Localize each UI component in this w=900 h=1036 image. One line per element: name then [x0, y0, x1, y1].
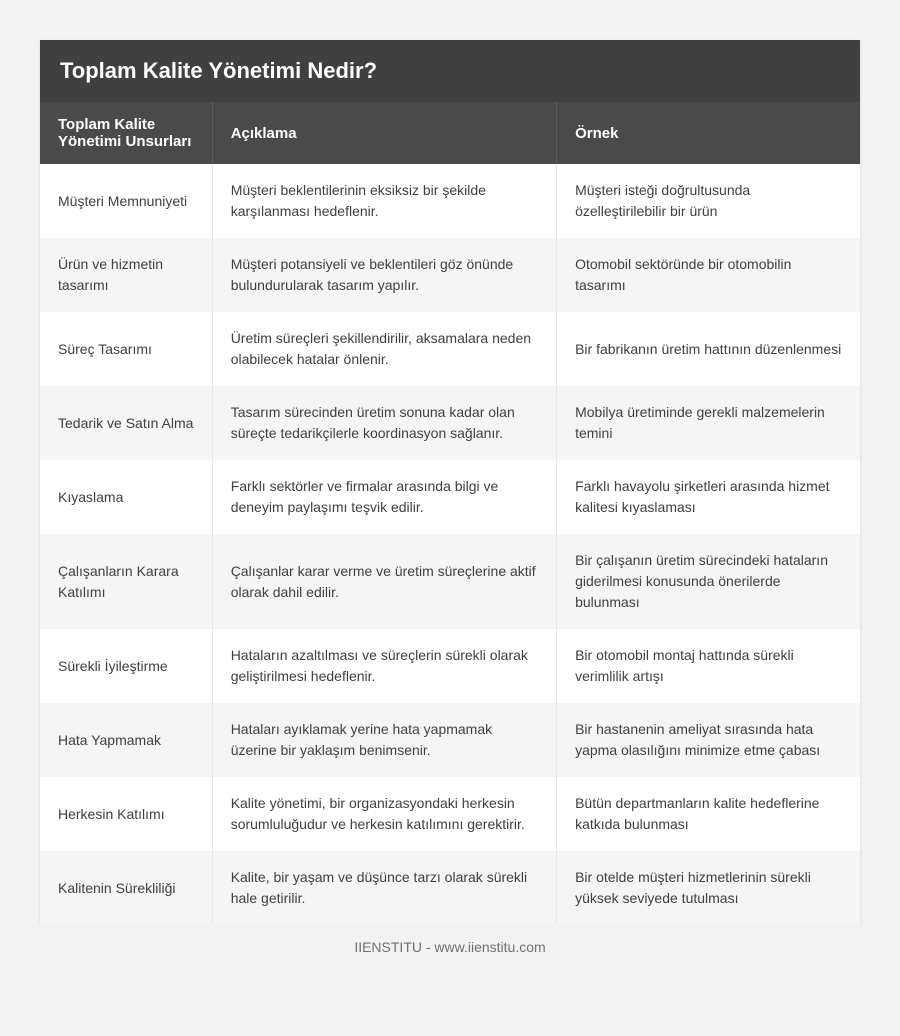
- data-table: Toplam Kalite Yönetimi Unsurları Açıklam…: [40, 102, 860, 925]
- cell-description: Farklı sektörler ve firmalar arasında bi…: [212, 460, 556, 534]
- cell-element: Müşteri Memnuniyeti: [40, 164, 212, 238]
- column-header-example: Örnek: [557, 102, 860, 164]
- cell-element: Kalitenin Sürekliliği: [40, 851, 212, 925]
- cell-element: Ürün ve hizmetin tasarımı: [40, 238, 212, 312]
- cell-description: Hataların azaltılması ve süreçlerin süre…: [212, 629, 556, 703]
- cell-description: Kalite yönetimi, bir organizasyondaki he…: [212, 777, 556, 851]
- cell-description: Hataları ayıklamak yerine hata yapmamak …: [212, 703, 556, 777]
- cell-element: Çalışanların Karara Katılımı: [40, 534, 212, 629]
- cell-description: Çalışanlar karar verme ve üretim süreçle…: [212, 534, 556, 629]
- cell-description: Müşteri potansiyeli ve beklentileri göz …: [212, 238, 556, 312]
- cell-description: Kalite, bir yaşam ve düşünce tarzı olara…: [212, 851, 556, 925]
- table-row: Müşteri Memnuniyeti Müşteri beklentileri…: [40, 164, 860, 238]
- cell-example: Bir çalışanın üretim sürecindeki hatalar…: [557, 534, 860, 629]
- table-row: Kıyaslama Farklı sektörler ve firmalar a…: [40, 460, 860, 534]
- cell-element: Süreç Tasarımı: [40, 312, 212, 386]
- cell-example: Bütün departmanların kalite hedeflerine …: [557, 777, 860, 851]
- column-header-elements: Toplam Kalite Yönetimi Unsurları: [40, 102, 212, 164]
- table-title: Toplam Kalite Yönetimi Nedir?: [40, 40, 860, 102]
- cell-example: Bir fabrikanın üretim hattının düzenlenm…: [557, 312, 860, 386]
- cell-element: Herkesin Katılımı: [40, 777, 212, 851]
- cell-example: Bir otomobil montaj hattında sürekli ver…: [557, 629, 860, 703]
- table-row: Tedarik ve Satın Alma Tasarım sürecinden…: [40, 386, 860, 460]
- cell-example: Müşteri isteği doğrultusunda özelleştiri…: [557, 164, 860, 238]
- cell-example: Farklı havayolu şirketleri arasında hizm…: [557, 460, 860, 534]
- cell-description: Tasarım sürecinden üretim sonuna kadar o…: [212, 386, 556, 460]
- table-row: Herkesin Katılımı Kalite yönetimi, bir o…: [40, 777, 860, 851]
- table-row: Süreç Tasarımı Üretim süreçleri şekillen…: [40, 312, 860, 386]
- table-row: Ürün ve hizmetin tasarımı Müşteri potans…: [40, 238, 860, 312]
- table-row: Sürekli İyileştirme Hataların azaltılmas…: [40, 629, 860, 703]
- column-header-description: Açıklama: [212, 102, 556, 164]
- table-row: Hata Yapmamak Hataları ayıklamak yerine …: [40, 703, 860, 777]
- table-row: Kalitenin Sürekliliği Kalite, bir yaşam …: [40, 851, 860, 925]
- cell-element: Kıyaslama: [40, 460, 212, 534]
- cell-description: Müşteri beklentilerinin eksiksiz bir şek…: [212, 164, 556, 238]
- footer-text: IIENSTITU - www.iienstitu.com: [40, 925, 860, 969]
- header-row: Toplam Kalite Yönetimi Unsurları Açıklam…: [40, 102, 860, 164]
- cell-description: Üretim süreçleri şekillendirilir, aksama…: [212, 312, 556, 386]
- cell-example: Otomobil sektöründe bir otomobilin tasar…: [557, 238, 860, 312]
- cell-example: Mobilya üretiminde gerekli malzemelerin …: [557, 386, 860, 460]
- table-container: Toplam Kalite Yönetimi Nedir? Toplam Kal…: [40, 40, 860, 925]
- cell-example: Bir otelde müşteri hizmetlerinin sürekli…: [557, 851, 860, 925]
- cell-element: Sürekli İyileştirme: [40, 629, 212, 703]
- cell-element: Tedarik ve Satın Alma: [40, 386, 212, 460]
- cell-element: Hata Yapmamak: [40, 703, 212, 777]
- cell-example: Bir hastanenin ameliyat sırasında hata y…: [557, 703, 860, 777]
- table-row: Çalışanların Karara Katılımı Çalışanlar …: [40, 534, 860, 629]
